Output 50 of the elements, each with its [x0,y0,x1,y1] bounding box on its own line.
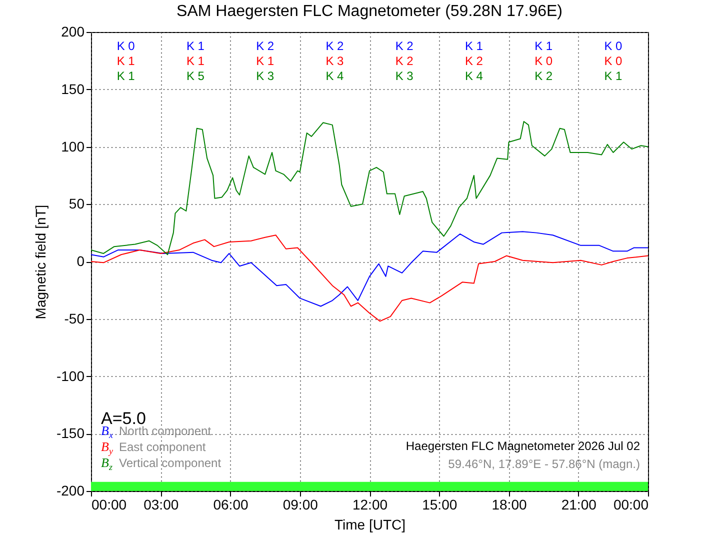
y-axis-title: Magnetic field [nT] [32,204,48,320]
x-tick-label: 12:00 [352,496,388,512]
annotation: K 1 [186,39,205,53]
annotation: K 1 [116,69,136,83]
annotation: K 0 [604,54,623,68]
x-tick-label: 06:00 [213,496,248,512]
annotation: K 1 [464,39,484,53]
annotation: K 3 [256,69,274,83]
annotation: K 1 [534,39,553,53]
y-tick-label: 0 [76,253,85,269]
annotation: K 2 [256,39,274,53]
annotation: K 0 [604,39,623,53]
y-tick-label: -150 [56,425,85,442]
x-tick-label: 03:00 [144,496,179,512]
x-tick-label: 00:00 [92,496,127,512]
x-tick-label: 18:00 [492,496,527,512]
annotation: K 1 [256,54,274,68]
annotation: K 1 [604,69,623,83]
annotation: K 2 [395,39,414,53]
line-series [91,121,648,256]
annotation: 59.46°N, 17.89°E - 57.86°N (magn.) [448,457,640,471]
line-series [91,234,648,322]
annotation: K 0 [116,39,136,53]
annotation: K 1 [186,54,205,68]
annotation: K 4 [464,69,484,83]
annotation: K 2 [534,69,553,83]
chart-title: SAM Haegersten FLC Magnetometer (59.28N 17.96E) [176,3,562,20]
line-series [91,231,648,307]
annotation: K 2 [326,39,344,53]
y-tick-label: 50 [68,196,85,212]
x-tick-label: 21:00 [561,496,597,512]
x-axis-title: Time [UTC] [334,516,406,532]
annotation: K 1 [116,54,136,68]
annotation: K 4 [326,69,344,83]
y-tick-label: 100 [61,138,85,154]
annotation: Haegersten FLC Magnetometer 2026 Jul 02 [406,439,640,453]
x-tick-label: 09:00 [282,496,318,512]
annotation: K 2 [395,54,414,68]
annotation: K 3 [395,69,414,83]
x-tick-label: 15:00 [422,496,458,512]
annotation: K 0 [534,54,553,68]
x-tick-label: 00:00 [613,496,649,512]
y-tick-label: 150 [61,80,85,97]
annotation: K 2 [464,54,484,68]
y-tick-label: -200 [56,482,85,498]
y-tick-label: -100 [56,368,85,384]
y-tick-label: 200 [61,24,85,40]
annotation: K 3 [326,54,344,68]
annotation: K 5 [186,69,205,83]
y-tick-label: -50 [64,310,85,326]
